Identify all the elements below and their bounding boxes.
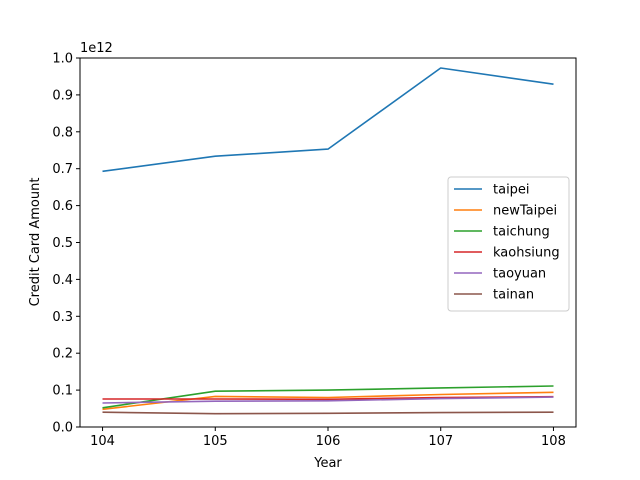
x-axis: 104 105 106 107 108 [90,427,566,449]
legend-entry-taipei: taipei [493,183,530,198]
series-line-taipei [102,67,554,173]
legend-entry-taichung: taichung [493,225,550,240]
y-tick-label: 0.6 [52,199,73,214]
y-tick-label: 0.5 [52,236,73,251]
y-tick-label: 0.7 [52,162,73,177]
legend: taipei newTaipei taichung kaohsiung taoyuan t… [447,176,570,312]
series-line-newTaipei [102,391,554,411]
x-tick-label: 106 [316,434,341,449]
y-tick-label: 0.9 [52,88,73,103]
legend-entry-tainan: tainan [493,288,534,303]
legend-entry-taoyuan: taoyuan [493,267,546,282]
x-tick-label: 107 [428,434,453,449]
y-tick-label: 0.8 [52,125,73,140]
series-layer [102,67,554,415]
y-axis-label: Credit Card Amount [28,178,43,307]
y-tick-label: 0.1 [52,384,73,399]
y-tick-label: 0.0 [52,421,73,436]
x-tick-label: 104 [90,434,115,449]
series-line-tainan [102,411,554,415]
y-tick-label: 0.2 [52,347,73,362]
x-tick-label: 108 [541,434,566,449]
legend-entry-kaohsiung: kaohsiung [493,246,560,261]
x-axis-label: Year [313,456,342,471]
y-tick-label: 0.4 [52,273,73,288]
series-line-taoyuan [102,396,554,404]
y-tick-label: 1.0 [52,52,73,67]
y-offset-label: 1e12 [80,41,113,56]
x-tick-label: 105 [203,434,228,449]
series-line-taichung [102,385,554,409]
series-line-kaohsiung [102,395,554,401]
y-tick-label: 0.3 [52,310,73,325]
y-axis: 0.0 0.1 0.2 0.3 0.4 0.5 0.6 0.7 0.8 0.9 1.0 [52,52,80,436]
legend-entry-newTaipei: newTaipei [493,204,557,219]
